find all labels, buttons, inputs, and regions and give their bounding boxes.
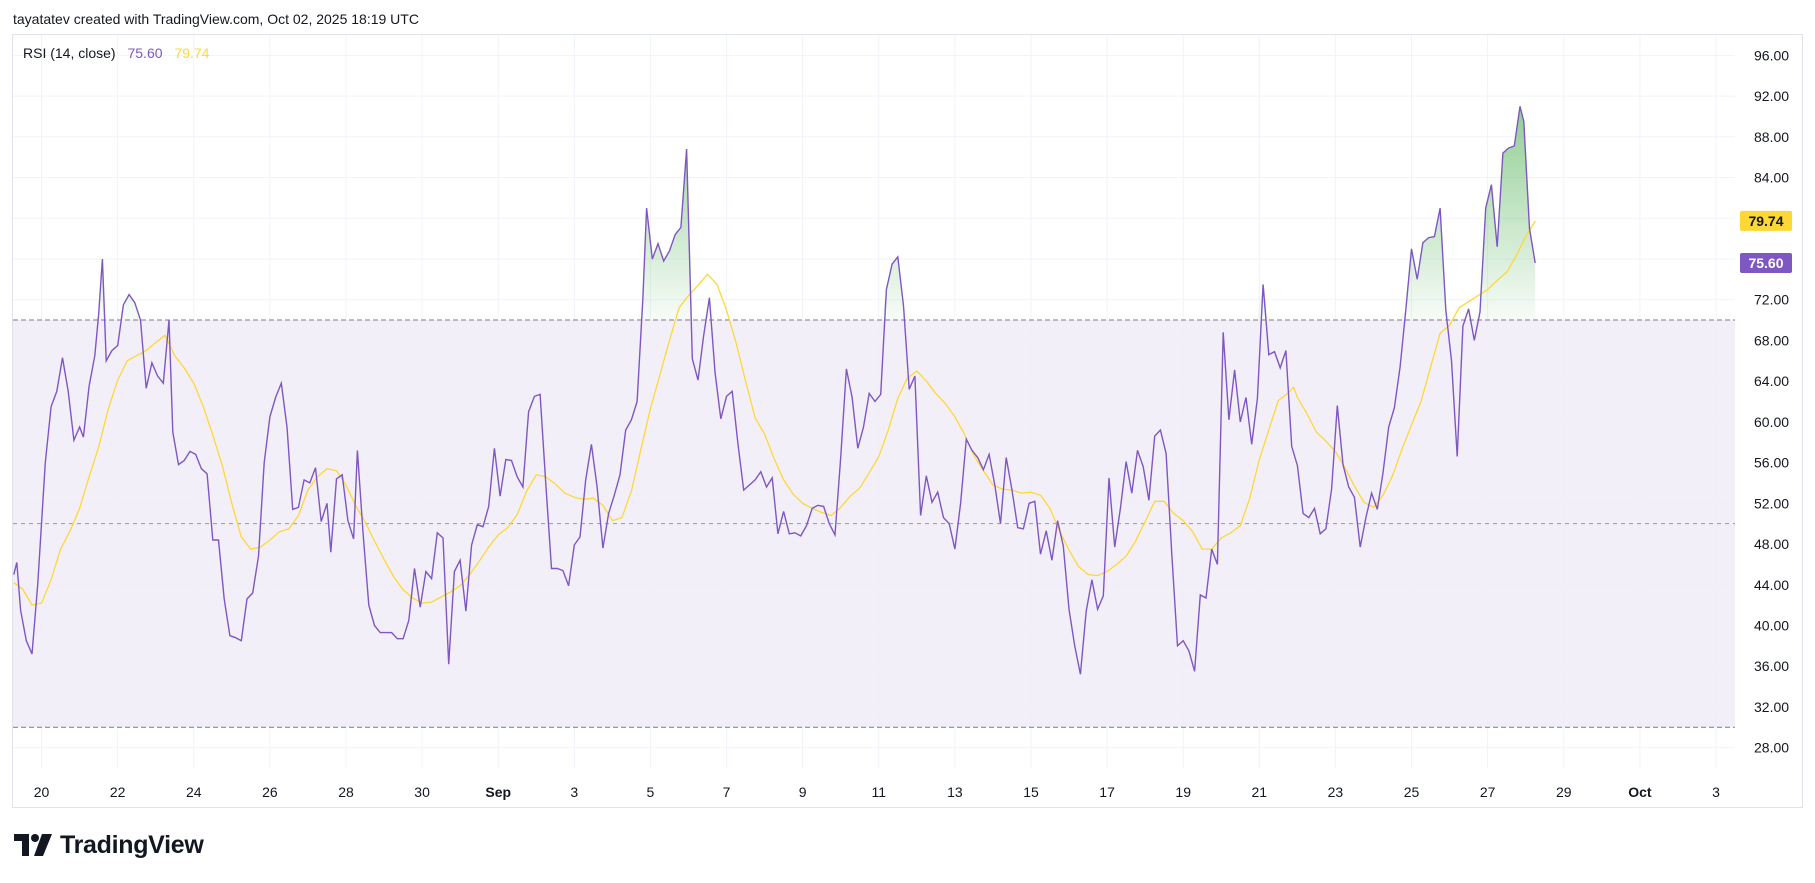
y-tick-label-14: 84.00 [1754,170,1789,186]
x-tick-label-21: Oct [1628,784,1652,800]
tradingview-logo-icon [14,834,52,856]
x-tick-label-3: 26 [262,784,278,800]
y-tick-label-11: 72.00 [1754,292,1789,308]
x-tick-label-18: 25 [1404,784,1420,800]
y-tick-label-17: 96.00 [1754,47,1789,63]
rsi-tag-label: 75.60 [1748,255,1783,271]
y-tick-label-10: 68.00 [1754,332,1789,348]
y-axis: 28.00 32.00 36.00 40.00 44.00 48.00 52.00 56.00… [1754,47,1789,755]
x-tick-label-16: 21 [1252,784,1268,800]
x-tick-label-8: 5 [647,784,655,800]
y-tick-label-7: 56.00 [1754,455,1789,471]
x-tick-label-5: 30 [414,784,430,800]
x-tick-label-9: 7 [723,784,731,800]
y-tick-label-15: 88.00 [1754,129,1789,145]
x-tick-label-12: 13 [947,784,963,800]
tradingview-brand[interactable]: TradingView [14,830,204,860]
x-tick-label-4: 28 [338,784,354,800]
chart-frame [12,34,1803,808]
rsi-tag-bg [1740,253,1792,274]
x-tick-label-22: 3 [1712,784,1720,800]
x-tick-label-17: 23 [1328,784,1344,800]
x-tick-label-1: 22 [110,784,126,800]
attribution-text: tayatatev created with TradingView.com, … [13,11,419,27]
y-tick-label-1: 32.00 [1754,699,1789,715]
y-tick-label-9: 64.00 [1754,373,1789,389]
brand-name: TradingView [60,830,204,859]
x-tick-label-6: Sep [485,784,511,800]
indicator-title: RSI (14, close) [23,45,116,61]
rsi-line [13,106,1536,675]
y-tick-label-2: 36.00 [1754,658,1789,674]
x-tick-label-13: 15 [1023,784,1039,800]
x-tick-label-14: 17 [1099,784,1115,800]
x-tick-label-19: 27 [1480,784,1496,800]
legend-ma-value: 79.74 [174,45,210,61]
x-tick-label-11: 11 [871,784,886,800]
x-tick-label-0: 20 [34,784,50,800]
indicator-legend: RSI (14, close) 75.60 79.74 [23,45,209,61]
x-axis: 20 22 24 26 28 30 Sep 3 5 7 9 11 13 15 17 19 21 23 25 27 29 O… [34,784,1720,800]
ma-tag-bg [1740,210,1792,231]
ma-tag-label: 79.74 [1748,213,1783,229]
y-tick-label-6: 52.00 [1754,495,1789,511]
x-tick-label-20: 29 [1556,784,1572,800]
y-tick-label-0: 28.00 [1754,740,1789,756]
y-tick-label-5: 48.00 [1754,536,1789,552]
x-tick-label-10: 9 [799,784,807,800]
y-tick-label-8: 60.00 [1754,414,1789,430]
x-tick-label-2: 24 [186,784,202,800]
overbought-fill [94,106,1536,321]
x-tick-label-15: 19 [1175,784,1191,800]
y-tick-label-4: 44.00 [1754,577,1789,593]
last-value-tags: 79.74 75.60 [1740,210,1792,274]
x-tick-label-7: 3 [570,784,578,800]
legend-rsi-value: 75.60 [127,45,163,61]
y-tick-label-3: 40.00 [1754,617,1789,633]
y-tick-label-16: 92.00 [1754,88,1789,104]
